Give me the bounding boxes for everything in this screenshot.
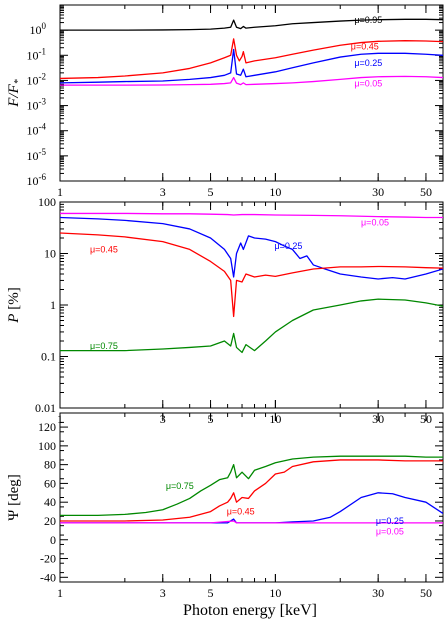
y-tick-label: 20 bbox=[44, 514, 56, 528]
series-line bbox=[60, 520, 443, 524]
x-tick-label: 30 bbox=[372, 586, 384, 600]
y-tick-label: 100 bbox=[38, 439, 56, 453]
series-line bbox=[60, 216, 443, 280]
y-tick-label: 10-6 bbox=[27, 172, 47, 188]
series-line bbox=[60, 48, 443, 84]
y-tick-label: 10-4 bbox=[27, 122, 47, 138]
x-tick-label: 5 bbox=[208, 586, 214, 600]
x-tick-label: 1 bbox=[57, 586, 63, 600]
y-tick-label: 10-3 bbox=[27, 97, 47, 113]
y-tick-label: 80 bbox=[44, 458, 56, 472]
series-label: μ=0.75 bbox=[166, 481, 194, 491]
x-tick-label: 5 bbox=[208, 185, 214, 199]
y-tick-label: 10-1 bbox=[27, 46, 47, 62]
y-tick-label: 0 bbox=[50, 533, 56, 547]
x-axis-label: Photon energy [keV] bbox=[183, 602, 317, 619]
series-line bbox=[60, 38, 443, 80]
series-label: μ=0.05 bbox=[361, 217, 389, 227]
series-line bbox=[60, 75, 443, 86]
x-tick-label: 30 bbox=[372, 185, 384, 199]
x-tick-label: 3 bbox=[160, 185, 166, 199]
y-tick-label: 120 bbox=[38, 420, 56, 434]
series-group bbox=[60, 212, 443, 354]
series-label: μ=0.05 bbox=[354, 79, 382, 89]
series-line bbox=[60, 232, 443, 318]
x-tick-label: 10 bbox=[269, 185, 281, 199]
series-label: μ=0.45 bbox=[351, 42, 379, 52]
y-tick-label: 10-2 bbox=[27, 71, 47, 87]
y-axis-label: P [%] bbox=[6, 287, 22, 323]
series-label: μ=0.25 bbox=[274, 241, 302, 251]
y-tick-label: 100 bbox=[38, 195, 56, 209]
y-tick-label: -20 bbox=[40, 552, 56, 566]
y-tick-label: 10 bbox=[44, 247, 56, 261]
x-tick-label: 1 bbox=[57, 185, 63, 199]
x-tick-label: 50 bbox=[420, 185, 432, 199]
series-line bbox=[60, 212, 443, 219]
y-tick-label: 10-5 bbox=[27, 147, 47, 163]
series-label: μ=0.75 bbox=[90, 341, 118, 351]
plot-frame bbox=[59, 201, 444, 409]
y-tick-label: 1 bbox=[50, 298, 56, 312]
flux-panel: 1 3 5 10 30 50 10-6 10-5 10-4 10-3 10-2 10-1 100 F/F*… bbox=[6, 4, 444, 199]
x-tick-label: 3 bbox=[160, 586, 166, 600]
y-tick-label: 100 bbox=[30, 21, 47, 37]
series-label: μ=0.95 bbox=[354, 15, 382, 25]
series-label: μ=0.25 bbox=[354, 58, 382, 68]
series-group bbox=[60, 455, 443, 524]
series-line bbox=[60, 18, 443, 31]
y-tick-label: 0.1 bbox=[41, 350, 56, 364]
series-label: μ=0.05 bbox=[376, 526, 404, 536]
y-tick-label: 60 bbox=[44, 476, 56, 490]
series-line bbox=[60, 298, 443, 354]
series-label: μ=0.45 bbox=[90, 244, 118, 254]
plot-frame bbox=[59, 4, 444, 182]
x-tick-label: 50 bbox=[420, 586, 432, 600]
series-label: μ=0.45 bbox=[227, 507, 255, 517]
series-group bbox=[60, 18, 443, 86]
y-axis-label: F/F* bbox=[6, 79, 24, 108]
series-label: μ=0.25 bbox=[376, 516, 404, 526]
y-tick-label: 0.01 bbox=[35, 401, 56, 415]
series-line bbox=[60, 459, 443, 522]
angle-panel: 1 3 5 10 30 50 -40 -20 0 20 40 60 80 100 120 Ψ [deg] μ=0… bbox=[6, 412, 444, 600]
y-axis-label: Ψ [deg] bbox=[6, 474, 22, 520]
y-tick-label: 40 bbox=[44, 495, 56, 509]
x-tick-label: 10 bbox=[269, 586, 281, 600]
plot-frame bbox=[59, 412, 444, 583]
y-tick-label: -40 bbox=[40, 570, 56, 584]
series-line bbox=[60, 455, 443, 516]
